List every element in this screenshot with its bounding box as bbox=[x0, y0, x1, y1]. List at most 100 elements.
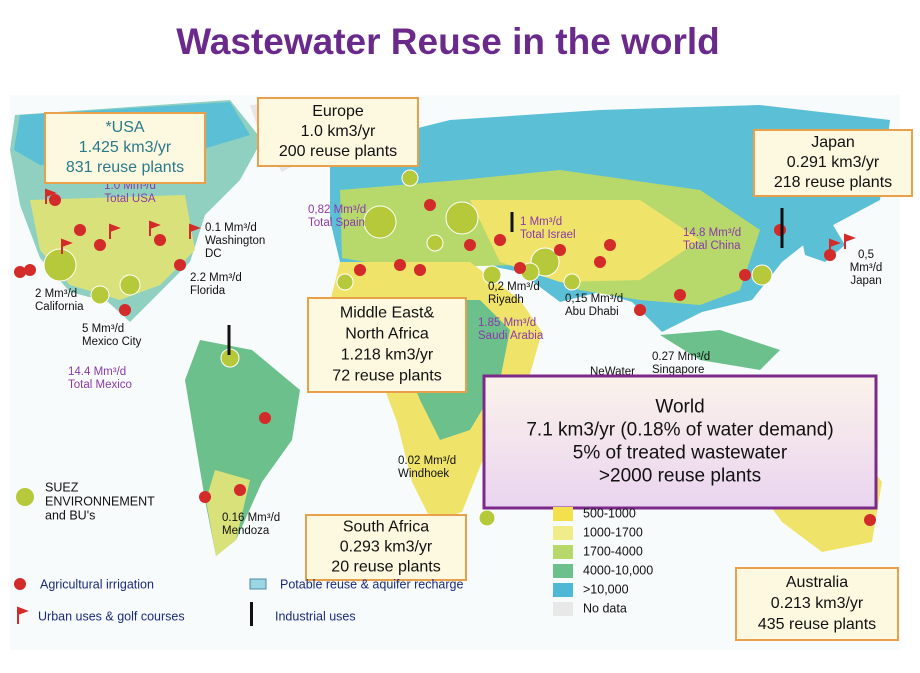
map-label: 0.16 Mm³/d bbox=[222, 512, 280, 524]
agri-site bbox=[394, 259, 406, 271]
legend-label: Potable reuse & aquifer recharge bbox=[280, 577, 463, 591]
map-label: 0,2 Mm³/d bbox=[488, 281, 540, 293]
legend-label: Industrial uses bbox=[275, 609, 356, 623]
map-label: 0.1 Mm³/d bbox=[205, 222, 257, 234]
se-asia-islands bbox=[660, 330, 780, 370]
callout-text: 435 reuse plants bbox=[758, 616, 876, 633]
map-label: 1.85 Mm³/d bbox=[478, 317, 536, 329]
callout-text: Europe bbox=[312, 103, 364, 120]
reuse-markers bbox=[14, 169, 876, 527]
callouts: *USA 1.425 km3/yr 831 reuse plants Europe 1.… bbox=[44, 97, 913, 641]
map-label: Total Mexico bbox=[68, 379, 132, 391]
scale-label: 1000-1700 bbox=[583, 525, 643, 539]
agri-site bbox=[674, 289, 686, 301]
map-label: Total USA bbox=[104, 193, 155, 205]
agri-site bbox=[774, 224, 786, 236]
legend-label: SUEZ bbox=[45, 480, 79, 494]
legend-potable-icon bbox=[249, 578, 267, 590]
agri-site bbox=[94, 239, 106, 251]
agri-site bbox=[354, 264, 366, 276]
legend-agri-icon bbox=[14, 578, 26, 590]
scale-label: 4000-10,000 bbox=[583, 563, 653, 577]
agri-site bbox=[154, 234, 166, 246]
legend-label: Urban uses & golf courses bbox=[38, 609, 185, 623]
map-label: 14.4 Mm³/d bbox=[68, 366, 126, 378]
callout-text: Australia bbox=[786, 574, 848, 591]
scale-label: 1700-4000 bbox=[583, 544, 643, 558]
suez-site bbox=[445, 201, 479, 235]
urban-site bbox=[189, 223, 201, 239]
suez-site bbox=[478, 509, 496, 527]
urban-site bbox=[109, 223, 121, 239]
callout-box bbox=[735, 567, 899, 641]
agri-site bbox=[464, 239, 476, 251]
agri-site bbox=[14, 266, 26, 278]
legend-suez-icon bbox=[16, 488, 34, 506]
callout-text: 7.1 km3/yr (0.18% of water demand) bbox=[526, 420, 833, 441]
agri-site bbox=[119, 304, 131, 316]
map-label: California bbox=[35, 301, 84, 313]
map-label: 0.02 Mm³/d bbox=[398, 455, 456, 467]
suez-site bbox=[43, 248, 77, 282]
callout-box bbox=[753, 129, 913, 197]
map-label: Singapore bbox=[652, 364, 704, 376]
agri-site bbox=[739, 269, 751, 281]
urban-site bbox=[844, 233, 856, 249]
map-label: Mendoza bbox=[222, 525, 270, 537]
agri-site bbox=[24, 264, 36, 276]
callout-text: Japan bbox=[811, 134, 855, 151]
map-label: DC bbox=[205, 248, 222, 260]
map-label: 0.27 Mm³/d bbox=[652, 351, 710, 363]
agri-site bbox=[49, 194, 61, 206]
callout-text: 1.0 km3/yr bbox=[301, 123, 376, 140]
callout-text: South Africa bbox=[343, 519, 429, 536]
callout-text: 0.213 km3/yr bbox=[771, 595, 864, 612]
scale-swatch bbox=[553, 564, 573, 578]
map-label: Windhoek bbox=[398, 468, 449, 480]
suez-site bbox=[90, 285, 110, 305]
map-label: 0,15 Mm³/d bbox=[565, 293, 623, 305]
agri-site bbox=[594, 256, 606, 268]
suez-site bbox=[751, 264, 773, 286]
map-label: Total Spain bbox=[308, 217, 365, 229]
agri-site bbox=[259, 412, 271, 424]
suez-site bbox=[119, 274, 141, 296]
scale-label: No data bbox=[583, 601, 627, 615]
title: Wastewater Reuse in the world bbox=[176, 21, 719, 62]
scale-swatch bbox=[553, 602, 573, 616]
callout-box bbox=[44, 112, 206, 184]
callout-text: 72 reuse plants bbox=[332, 368, 441, 385]
callout-box bbox=[307, 297, 467, 393]
callout-box bbox=[305, 514, 467, 581]
suez-site bbox=[563, 273, 581, 291]
central-asia bbox=[470, 200, 700, 282]
agri-site bbox=[234, 484, 246, 496]
agri-site bbox=[424, 199, 436, 211]
agri-site bbox=[199, 491, 211, 503]
map-label: Japan bbox=[850, 275, 881, 287]
scale-swatch bbox=[553, 583, 573, 597]
scale-swatch bbox=[553, 526, 573, 540]
map-label: 1 Mm³/d bbox=[520, 216, 562, 228]
map-label: Mexico City bbox=[82, 336, 142, 348]
map-label: Mm³/d bbox=[850, 262, 883, 274]
map-label: Washington bbox=[205, 235, 265, 247]
callout-text: North Africa bbox=[345, 326, 429, 343]
suez-site bbox=[426, 234, 444, 252]
map-label: Total China bbox=[683, 240, 741, 252]
callout-box bbox=[257, 97, 419, 167]
callout-text: Middle East& bbox=[340, 305, 435, 322]
agri-site bbox=[554, 244, 566, 256]
agri-site bbox=[634, 304, 646, 316]
urban-site bbox=[61, 238, 73, 254]
suez-site bbox=[336, 273, 354, 291]
urban-site bbox=[45, 188, 57, 204]
callout-text: 831 reuse plants bbox=[66, 159, 184, 176]
urban-site bbox=[829, 238, 841, 254]
agri-site bbox=[864, 514, 876, 526]
suez-site bbox=[482, 265, 502, 285]
callout-text: 0.293 km3/yr bbox=[340, 539, 433, 556]
map-label: Florida bbox=[190, 285, 226, 297]
